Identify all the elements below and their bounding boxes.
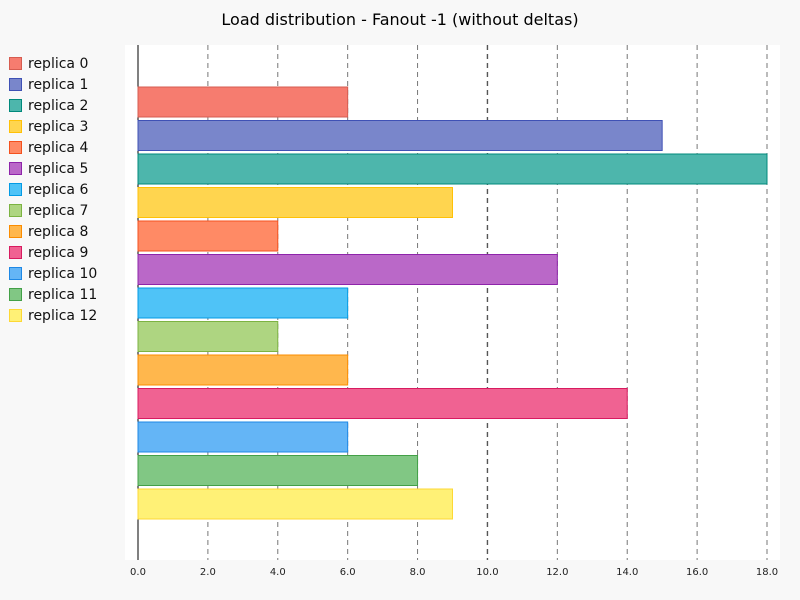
legend-swatch xyxy=(9,183,22,196)
legend-label: replica 0 xyxy=(28,55,89,72)
x-tick-label: 2.0 xyxy=(200,567,216,578)
legend-item[interactable]: replica 5 xyxy=(9,158,97,179)
legend-item[interactable]: replica 7 xyxy=(9,200,97,221)
legend-label: replica 9 xyxy=(28,244,89,261)
legend-item[interactable]: replica 0 xyxy=(9,53,97,74)
legend-label: replica 12 xyxy=(28,307,98,324)
legend-swatch xyxy=(9,246,22,259)
legend-label: replica 1 xyxy=(28,76,89,93)
legend-item[interactable]: replica 8 xyxy=(9,221,97,242)
bar-replica-10[interactable] xyxy=(137,421,349,453)
legend-swatch xyxy=(9,141,22,154)
bar-replica-12[interactable] xyxy=(137,488,453,520)
legend-item[interactable]: replica 10 xyxy=(9,263,97,284)
x-tick-label: 18.0 xyxy=(756,567,778,578)
legend-swatch xyxy=(9,120,22,133)
bar-replica-8[interactable] xyxy=(137,354,349,386)
legend-swatch xyxy=(9,267,22,280)
legend: replica 0 replica 1 replica 2 replica 3 repl… xyxy=(9,53,97,326)
legend-label: replica 4 xyxy=(28,139,89,156)
legend-swatch xyxy=(9,57,22,70)
legend-swatch xyxy=(9,309,22,322)
x-tick-label: 12.0 xyxy=(546,567,568,578)
x-tick-label: 4.0 xyxy=(270,567,286,578)
x-tick-label: 6.0 xyxy=(340,567,356,578)
legend-item[interactable]: replica 6 xyxy=(9,179,97,200)
legend-item[interactable]: replica 4 xyxy=(9,137,97,158)
x-tick-label: 16.0 xyxy=(686,567,708,578)
chart-title: Load distribution - Fanout -1 (without d… xyxy=(221,10,579,29)
legend-swatch xyxy=(9,99,22,112)
legend-item[interactable]: replica 1 xyxy=(9,74,97,95)
x-tick-label: 8.0 xyxy=(410,567,426,578)
bar-replica-3[interactable] xyxy=(137,187,453,218)
x-tick-label: 10.0 xyxy=(476,567,498,578)
legend-swatch xyxy=(9,225,22,238)
bar-replica-7[interactable] xyxy=(137,321,279,352)
legend-item[interactable]: replica 12 xyxy=(9,305,97,326)
bar-replica-6[interactable] xyxy=(137,287,349,319)
legend-label: replica 3 xyxy=(28,118,89,135)
legend-label: replica 5 xyxy=(28,160,89,177)
x-tick-label: 14.0 xyxy=(616,567,638,578)
bar-replica-0[interactable] xyxy=(137,86,349,118)
legend-swatch xyxy=(9,288,22,301)
bar-replica-5[interactable] xyxy=(137,254,558,285)
legend-item[interactable]: replica 2 xyxy=(9,95,97,116)
legend-label: replica 7 xyxy=(28,202,89,219)
legend-swatch xyxy=(9,204,22,217)
legend-label: replica 10 xyxy=(28,265,98,282)
legend-label: replica 6 xyxy=(28,181,89,198)
legend-item[interactable]: replica 11 xyxy=(9,284,97,305)
legend-label: replica 8 xyxy=(28,223,89,240)
legend-label: replica 11 xyxy=(28,286,98,303)
legend-item[interactable]: replica 9 xyxy=(9,242,97,263)
bar-replica-11[interactable] xyxy=(137,455,419,486)
x-tick-label: 0.0 xyxy=(130,567,146,578)
bar-replica-2[interactable] xyxy=(137,153,768,185)
bar-replica-4[interactable] xyxy=(137,220,279,252)
legend-swatch xyxy=(9,162,22,175)
legend-label: replica 2 xyxy=(28,97,89,114)
bar-replica-9[interactable] xyxy=(137,388,628,419)
legend-item[interactable]: replica 3 xyxy=(9,116,97,137)
bar-replica-1[interactable] xyxy=(137,120,663,151)
legend-swatch xyxy=(9,78,22,91)
